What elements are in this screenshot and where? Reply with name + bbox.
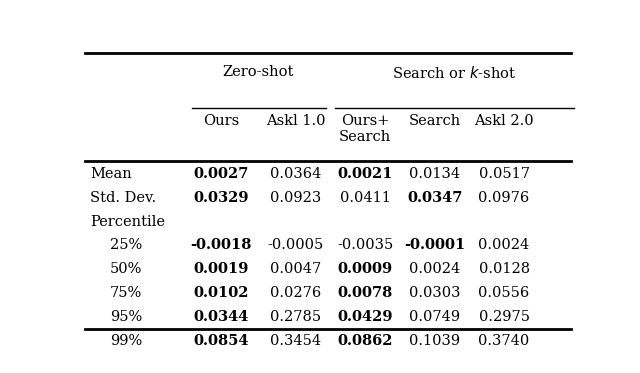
Text: 0.0854: 0.0854 (194, 334, 249, 348)
Text: 0.0078: 0.0078 (337, 286, 393, 300)
Text: Std. Dev.: Std. Dev. (90, 191, 156, 205)
Text: 25%: 25% (110, 238, 142, 253)
Text: 0.0329: 0.0329 (194, 191, 249, 205)
Text: 50%: 50% (110, 262, 142, 276)
Text: Search: Search (408, 114, 461, 128)
Text: -0.0035: -0.0035 (337, 238, 394, 253)
Text: 0.0047: 0.0047 (270, 262, 321, 276)
Text: 0.0344: 0.0344 (194, 310, 249, 324)
Text: 0.2975: 0.2975 (479, 310, 529, 324)
Text: 0.0102: 0.0102 (194, 286, 249, 300)
Text: 0.0024: 0.0024 (479, 238, 530, 253)
Text: Askl 2.0: Askl 2.0 (474, 114, 534, 128)
Text: 0.0128: 0.0128 (479, 262, 530, 276)
Text: 0.3454: 0.3454 (270, 334, 321, 348)
Text: 0.0556: 0.0556 (479, 286, 530, 300)
Text: 0.3740: 0.3740 (479, 334, 530, 348)
Text: Zero-shot: Zero-shot (223, 65, 294, 79)
Text: 95%: 95% (110, 310, 142, 324)
Text: Askl 1.0: Askl 1.0 (266, 114, 326, 128)
Text: -0.0018: -0.0018 (191, 238, 252, 253)
Text: Ours: Ours (204, 114, 239, 128)
Text: 0.0976: 0.0976 (479, 191, 530, 205)
Text: 0.0429: 0.0429 (337, 310, 393, 324)
Text: 0.0411: 0.0411 (340, 191, 390, 205)
Text: 0.0024: 0.0024 (409, 262, 460, 276)
Text: 0.0019: 0.0019 (194, 262, 249, 276)
Text: Mean: Mean (90, 167, 132, 181)
Text: -0.0001: -0.0001 (404, 238, 465, 253)
Text: -0.0005: -0.0005 (268, 238, 324, 253)
Text: 0.0517: 0.0517 (479, 167, 529, 181)
Text: 0.0862: 0.0862 (337, 334, 393, 348)
Text: Ours+
Search: Ours+ Search (339, 114, 391, 144)
Text: 0.0134: 0.0134 (409, 167, 460, 181)
Text: 0.0364: 0.0364 (270, 167, 321, 181)
Text: 0.0347: 0.0347 (407, 191, 462, 205)
Text: 0.0276: 0.0276 (270, 286, 321, 300)
Text: 0.0021: 0.0021 (337, 167, 393, 181)
Text: 0.2785: 0.2785 (270, 310, 321, 324)
Text: 0.0009: 0.0009 (338, 262, 393, 276)
Text: 0.0749: 0.0749 (409, 310, 460, 324)
Text: 0.1039: 0.1039 (409, 334, 460, 348)
Text: Search or $k$-shot: Search or $k$-shot (392, 65, 516, 81)
Text: Percentile: Percentile (90, 214, 165, 229)
Text: 0.0923: 0.0923 (270, 191, 321, 205)
Text: 75%: 75% (110, 286, 142, 300)
Text: 0.0303: 0.0303 (409, 286, 460, 300)
Text: 0.0027: 0.0027 (194, 167, 249, 181)
Text: 99%: 99% (110, 334, 142, 348)
